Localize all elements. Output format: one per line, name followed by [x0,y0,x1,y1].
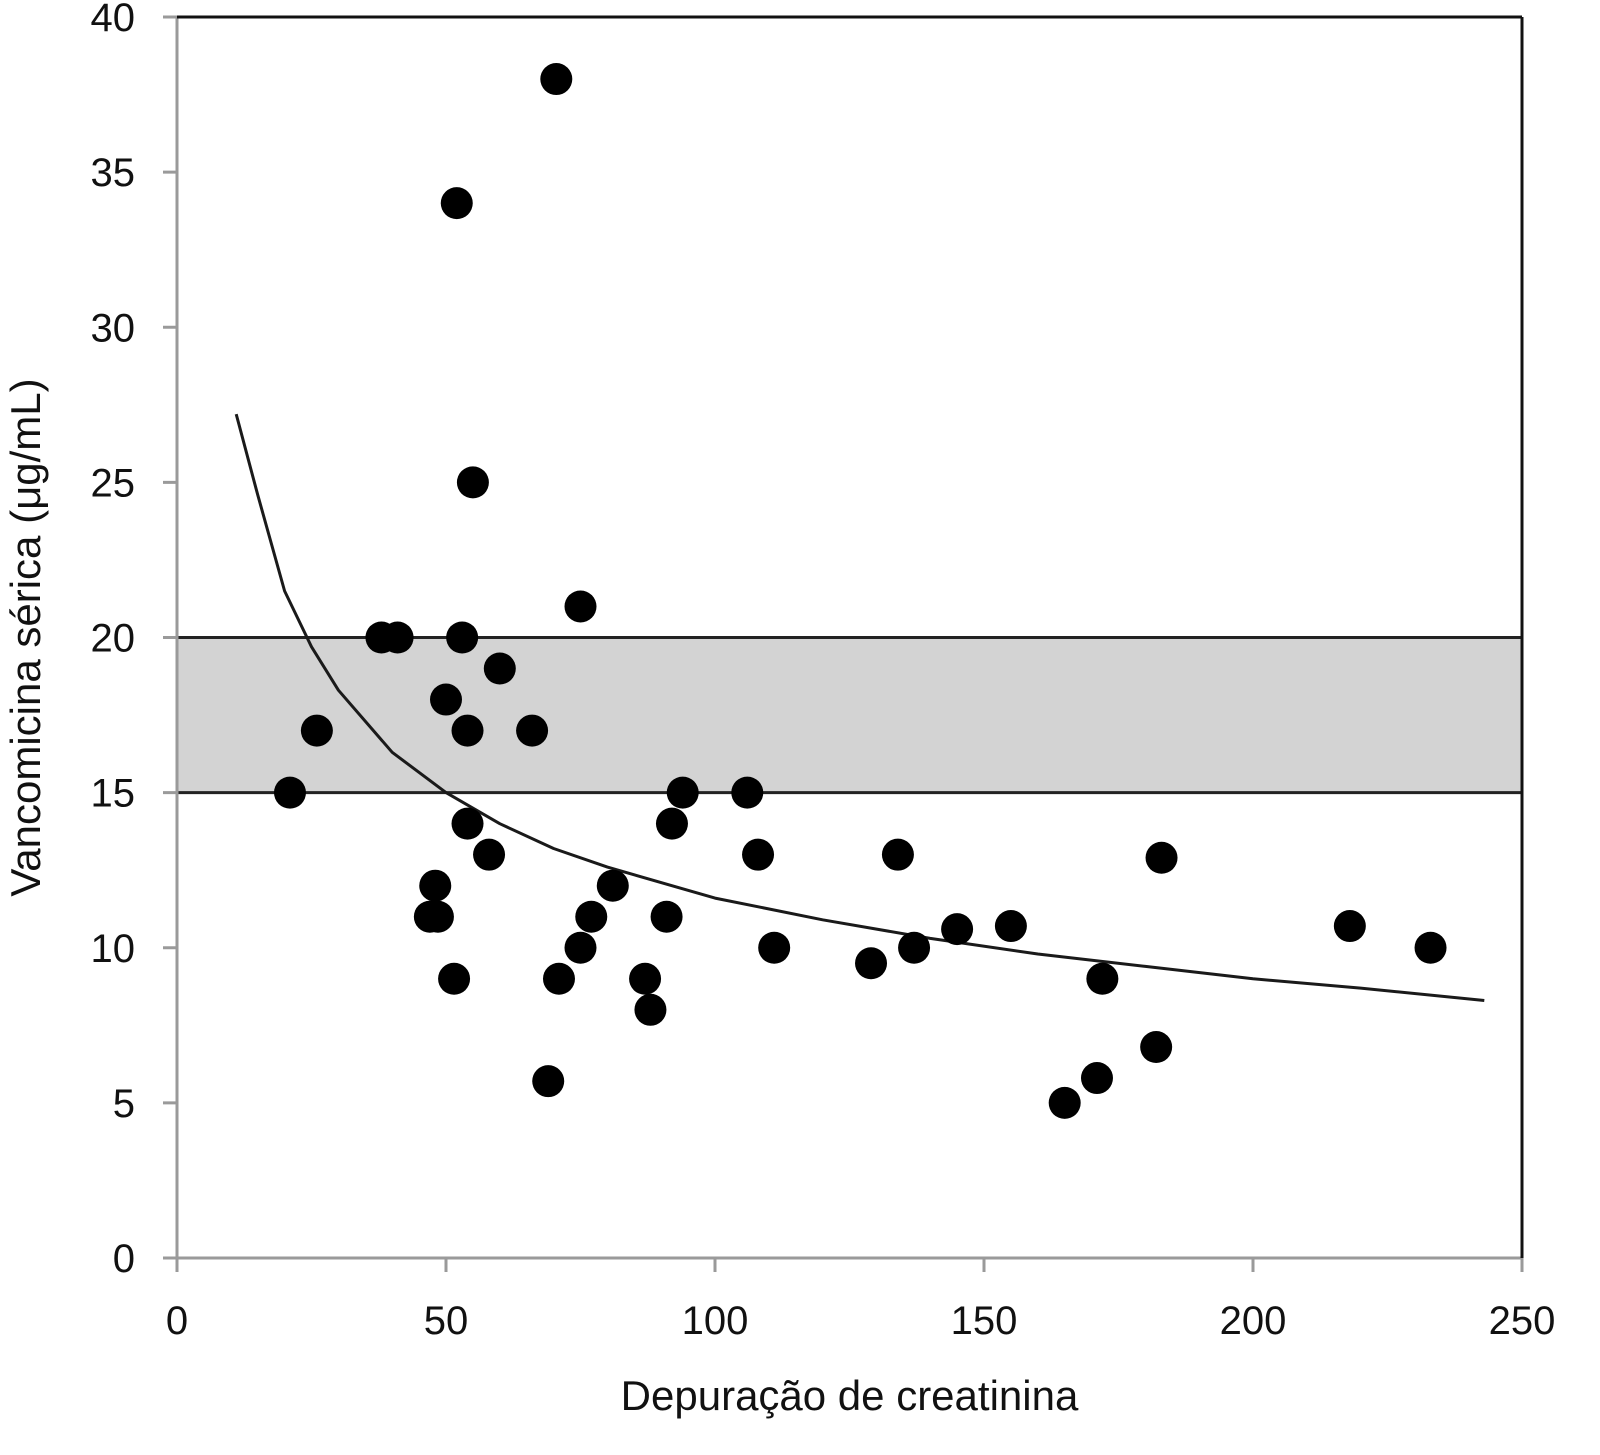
data-point [542,962,575,995]
data-point [440,187,473,220]
data-point [516,714,549,747]
data-point [1080,1062,1113,1095]
data-point [941,913,974,946]
y-tick-label: 20 [91,617,136,661]
data-point [446,621,479,654]
data-point [381,621,414,654]
y-axis-label: Vancomicina sérica (μg/mL) [2,378,49,896]
data-point [666,776,699,809]
data-point [300,714,333,747]
x-tick-label: 100 [682,1299,749,1343]
data-point [1140,1031,1173,1064]
data-point [564,931,597,964]
data-points [273,63,1447,1119]
y-tick-label: 25 [91,461,136,505]
y-tick-label: 0 [113,1237,135,1281]
data-point [421,900,454,933]
data-point [634,993,667,1026]
x-axis-ticks: 0 50 100 150 200 250 [166,1258,1556,1343]
data-point [898,931,931,964]
data-point [456,466,489,499]
data-point [575,900,608,933]
data-point [881,838,914,871]
x-tick-label: 250 [1489,1299,1556,1343]
x-tick-label: 50 [424,1299,469,1343]
data-point [540,63,573,96]
data-point [419,869,452,902]
x-tick-label: 150 [951,1299,1018,1343]
data-point [1333,910,1366,943]
data-point [473,838,506,871]
data-point [273,776,306,809]
y-tick-label: 5 [113,1082,135,1126]
data-point [1086,962,1119,995]
data-point [650,900,683,933]
data-point [430,683,462,716]
data-point [629,962,662,995]
data-point [1414,931,1447,964]
data-point [483,652,516,685]
data-point [532,1065,565,1098]
data-point [451,714,484,747]
data-point [438,962,471,995]
data-point [742,838,775,871]
x-tick-label: 0 [166,1299,188,1343]
y-tick-label: 40 [91,0,136,40]
data-point [758,931,791,964]
data-point [1145,841,1178,874]
y-tick-label: 30 [91,306,136,350]
target-band [177,637,1522,793]
y-tick-label: 15 [91,772,136,816]
x-axis-label: Depuração de creatinina [621,1372,1079,1419]
data-point [596,869,629,902]
data-point [655,807,688,840]
y-tick-label: 35 [91,151,136,195]
data-point [1048,1086,1081,1119]
y-axis-ticks: 0 5 10 15 20 25 30 35 40 [91,0,177,1281]
trend-curve [234,413,1485,1002]
data-point [451,807,484,840]
data-point [994,910,1027,943]
x-tick-label: 200 [1220,1299,1287,1343]
data-point [855,947,888,980]
data-point [731,776,764,809]
data-point [564,590,597,623]
y-tick-label: 10 [91,927,136,971]
